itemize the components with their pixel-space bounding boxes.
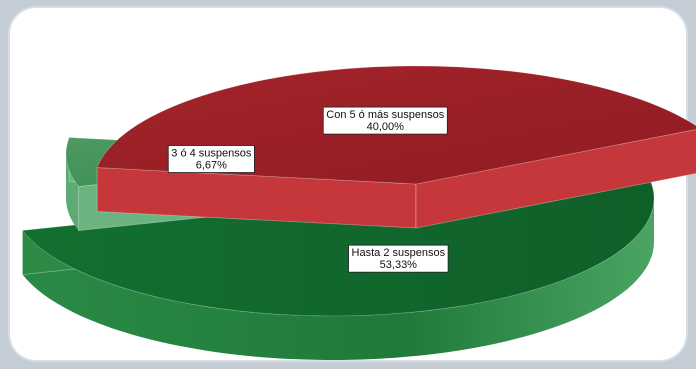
slice-label-value-0: 53,33%: [380, 259, 418, 271]
slice-side-1: [66, 154, 79, 231]
slice-label-name-1: 3 ó 4 suspensos: [171, 148, 252, 160]
slice-side-0: [22, 198, 654, 361]
slice-label-value-1: 6,67%: [196, 160, 227, 172]
slice-label-value-2: 40,00%: [367, 121, 405, 133]
slice-label-box-0: [348, 244, 449, 273]
slice-label-box-2: [322, 106, 448, 135]
slice-label-box-1: [167, 145, 255, 173]
slice-label-name-2: Con 5 ó más suspensos: [326, 109, 445, 121]
slice-label-name-0: Hasta 2 suspensos: [352, 247, 446, 259]
